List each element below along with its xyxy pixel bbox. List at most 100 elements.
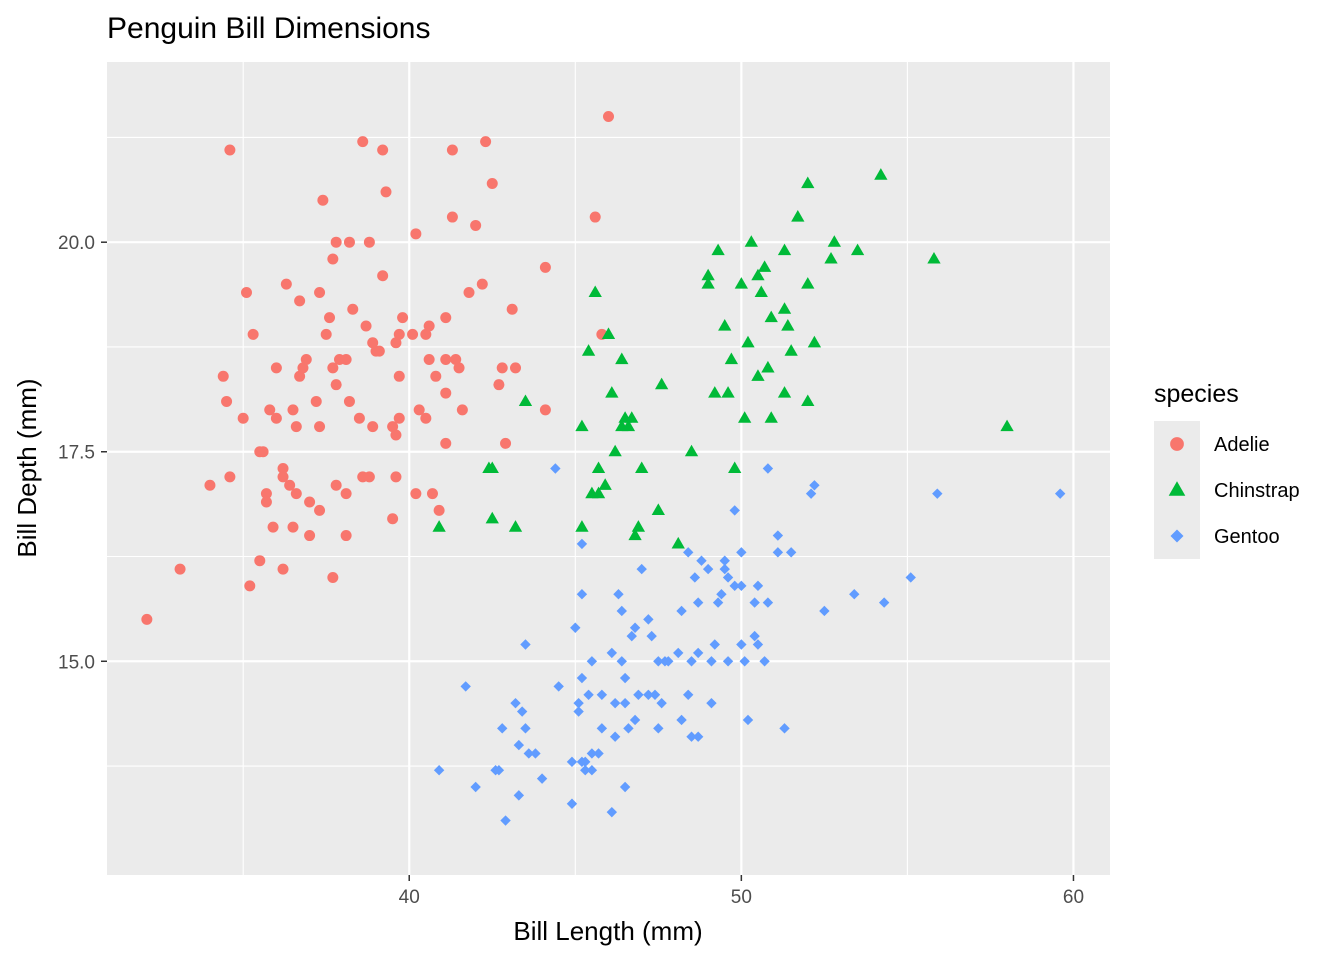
data-point [785,547,797,558]
data-point [653,723,664,734]
data-point [676,605,687,617]
data-point [801,277,815,289]
data-point [310,395,322,407]
data-point [623,723,634,734]
data-point [513,790,525,801]
data-point [718,319,732,331]
x-tick-label: 50 [731,887,752,908]
data-point [596,689,608,700]
data-point [290,421,302,433]
data-point [410,228,422,240]
data-point [1054,488,1066,499]
data-point [736,580,747,592]
data-point [779,723,790,734]
data-point [586,656,598,667]
data-point [1000,419,1014,432]
data-point [580,765,591,776]
data-point [596,723,608,734]
data-point [754,285,768,298]
data-point [300,354,312,366]
data-point [692,597,704,608]
data-point [619,697,631,709]
data-point [752,639,764,650]
legend: species Adelie Chinstrap Gentoo [1154,380,1300,559]
data-point [217,370,229,382]
data-point [513,739,525,751]
data-point [589,211,601,223]
data-point [294,370,306,382]
data-point [420,412,432,424]
data-point [393,370,405,382]
data-point [450,354,462,366]
data-point [643,614,654,625]
data-point [497,723,508,734]
data-point [849,589,860,600]
data-point [224,144,236,156]
data-point [536,773,548,784]
data-point [440,354,452,366]
chart-title: Penguin Bill Dimensions [107,12,431,45]
data-point [460,681,471,692]
plot-panel [107,62,1110,875]
data-point [553,681,564,692]
data-point [761,360,775,373]
data-point [324,312,336,324]
data-point [518,394,533,406]
data-point [485,511,499,524]
data-point [254,555,266,567]
data-point [905,572,916,583]
data-point [656,697,667,709]
data-point [757,260,772,272]
data-point [347,303,359,315]
data-point [777,386,792,398]
data-point [343,395,355,407]
data-point [508,520,523,532]
data-point [752,580,764,592]
data-point [141,613,153,625]
data-point [264,404,276,416]
data-point [287,404,299,416]
data-point [523,748,534,759]
data-point [734,277,748,289]
data-point [387,421,399,433]
data-point [580,756,591,768]
data-point [423,320,435,332]
data-point [539,404,551,416]
data-point [608,444,622,457]
data-point [397,312,409,324]
data-point [807,335,822,348]
data-point [570,622,581,633]
data-point [340,488,352,500]
data-point [440,437,452,449]
data-point [314,286,326,298]
data-point [510,362,522,374]
data-point [649,689,661,700]
data-point [631,520,646,532]
data-point [736,547,747,558]
data-point [772,530,784,541]
data-point [777,243,792,256]
data-point [290,488,302,500]
series-chinstrap [432,168,1014,549]
data-point [721,386,735,398]
data-point [500,437,512,449]
data-point [573,697,584,709]
data-point [506,303,518,315]
data-point [616,605,627,617]
data-point [702,563,714,575]
data-point [244,580,256,592]
data-point [586,765,598,776]
data-point [267,521,279,533]
data-point [724,352,739,365]
data-point [609,697,621,709]
data-point [591,486,606,499]
data-point [684,444,699,457]
data-point [749,597,760,608]
x-axis-title: Bill Length (mm) [513,916,702,946]
data-point [583,689,594,700]
data-point [390,429,402,441]
data-point [277,471,289,483]
data-point [850,243,865,256]
data-point [801,176,815,189]
data-point [772,547,784,558]
